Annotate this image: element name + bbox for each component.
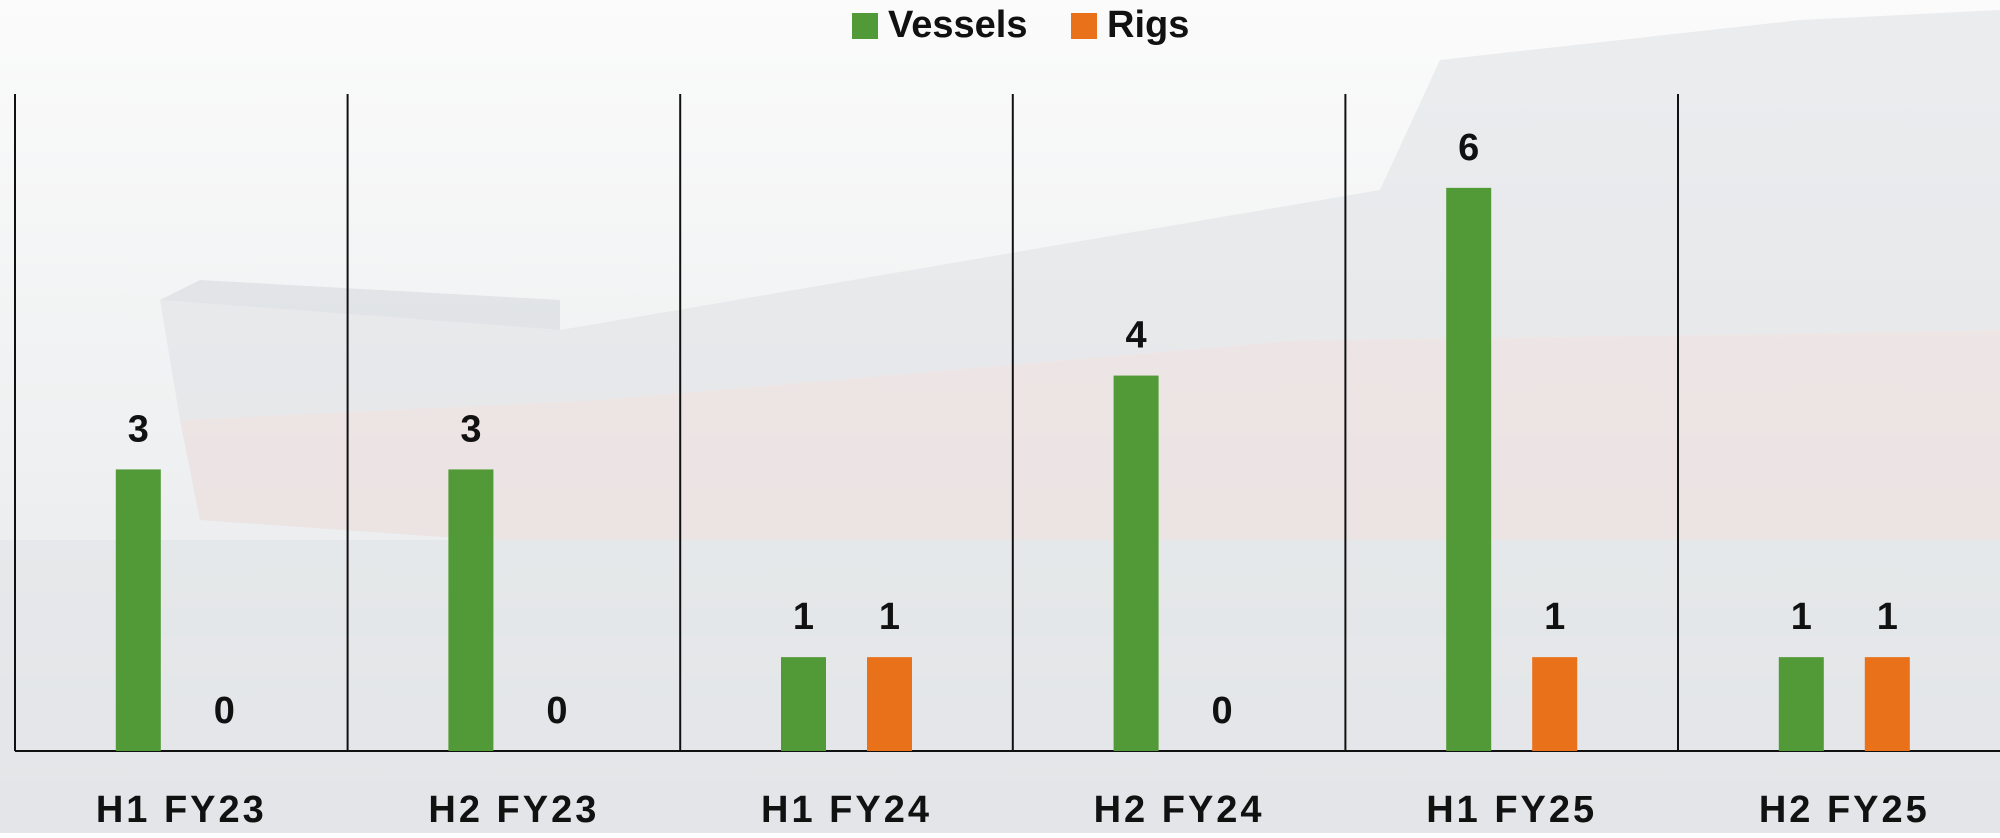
bar: [1532, 657, 1578, 751]
legend: Vessels Rigs: [852, 4, 1189, 46]
plot-area: H1 FY23 3 0 H2 FY23 3 0 H1 FY24 1 1 H2 FY24 4 0 H1 F…: [14, 94, 2000, 831]
bar: [1113, 375, 1159, 751]
bar: [781, 657, 826, 751]
x-tick-label: H1 FY23: [96, 789, 267, 831]
bar: [448, 469, 494, 751]
legend-swatch: [852, 13, 878, 39]
bar: [867, 657, 912, 751]
value-label: 3: [460, 408, 481, 450]
legend-swatch: [1071, 13, 1097, 39]
value-label: 1: [879, 596, 900, 638]
bar: [1864, 657, 1910, 751]
legend-label: Vessels: [888, 4, 1027, 46]
value-label: 6: [1458, 127, 1479, 169]
value-label: 0: [214, 690, 235, 732]
legend-label: Rigs: [1107, 4, 1189, 46]
value-label: 0: [1212, 690, 1233, 732]
value-label: 1: [1791, 596, 1812, 638]
x-tick-label: H1 FY25: [1426, 789, 1597, 831]
bar: [115, 469, 161, 751]
x-tick-label: H2 FY25: [1759, 789, 1930, 831]
x-tick-label: H2 FY23: [428, 789, 599, 831]
value-label: 0: [546, 690, 567, 732]
background-ship: [0, 10, 2000, 833]
value-label: 1: [1877, 596, 1898, 638]
x-tick-label: H1 FY24: [761, 789, 932, 831]
bar: [1446, 187, 1492, 751]
value-label: 1: [1544, 596, 1565, 638]
value-label: 3: [128, 408, 149, 450]
bar: [1778, 657, 1824, 751]
x-tick-label: H2 FY24: [1094, 789, 1265, 831]
value-label: 1: [793, 596, 814, 638]
value-label: 4: [1126, 315, 1147, 357]
